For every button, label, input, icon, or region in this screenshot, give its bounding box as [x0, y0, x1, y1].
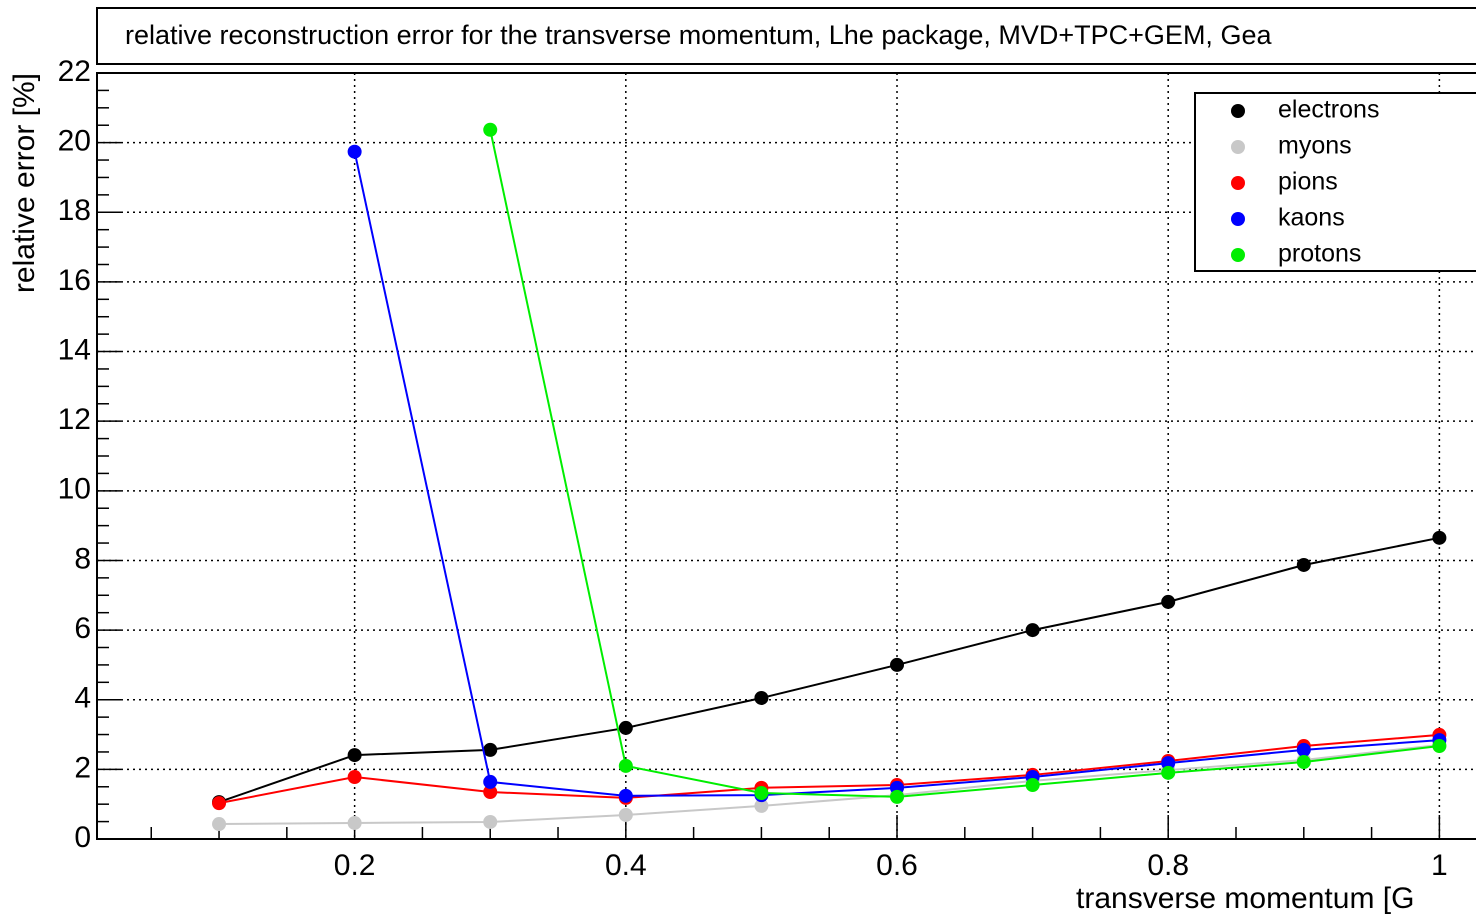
data-point: [618, 788, 633, 803]
x-tick-label: 0.4: [605, 849, 647, 882]
data-point: [890, 789, 905, 804]
y-tick-label: 2: [74, 751, 91, 784]
chart-title: relative reconstruction error for the tr…: [125, 20, 1272, 50]
data-point: [1161, 594, 1176, 609]
legend-marker: [1231, 140, 1245, 154]
y-tick-label: 10: [58, 473, 91, 506]
y-tick-label: 14: [58, 333, 91, 366]
y-tick-label: 18: [58, 194, 91, 227]
data-point: [1296, 755, 1311, 770]
y-tick-label: 22: [58, 55, 91, 88]
data-point: [483, 774, 498, 789]
legend-marker: [1231, 248, 1245, 262]
x-tick-label: 0.6: [876, 849, 918, 882]
x-tick-label: 1: [1431, 849, 1448, 882]
legend-label: protons: [1278, 240, 1361, 268]
data-point: [483, 814, 498, 829]
data-point: [347, 144, 362, 159]
y-tick-label: 0: [74, 821, 91, 854]
y-tick-label: 4: [74, 682, 91, 715]
legend-label: electrons: [1278, 96, 1379, 124]
legend-marker: [1231, 212, 1245, 226]
data-point: [618, 720, 633, 735]
y-tick-label: 16: [58, 264, 91, 297]
title-box: [96, 7, 1476, 65]
x-tick-label: 0.2: [334, 849, 376, 882]
data-point: [754, 798, 769, 813]
x-tick-label: 0.8: [1147, 849, 1189, 882]
series-line: [218, 733, 1440, 805]
data-point: [890, 657, 905, 672]
legend-marker: [1231, 104, 1245, 118]
data-point: [618, 807, 633, 822]
legend-label: myons: [1278, 132, 1352, 160]
data-point: [483, 784, 498, 799]
y-tick-label: 6: [74, 612, 91, 645]
data-point: [347, 770, 362, 785]
data-point: [347, 815, 362, 830]
data-point: [1296, 742, 1311, 757]
data-point: [1296, 557, 1311, 572]
data-point: [1432, 530, 1447, 545]
data-point: [618, 758, 633, 773]
data-point: [483, 122, 498, 137]
data-point: [1025, 778, 1040, 793]
data-point: [1161, 765, 1176, 780]
data-point: [347, 748, 362, 763]
data-point: [1025, 623, 1040, 638]
series-line: [219, 743, 1440, 826]
y-tick-label: 20: [58, 125, 91, 158]
data-point: [754, 786, 769, 801]
data-point: [483, 742, 498, 757]
x-axis-label: transverse momentum [G: [1076, 882, 1414, 915]
legend-marker: [1231, 176, 1245, 190]
series-line: [218, 536, 1440, 804]
data-point: [754, 690, 769, 705]
legend-label: kaons: [1278, 204, 1345, 232]
legend-label: pions: [1278, 168, 1338, 196]
y-axis-label: relative error [%]: [8, 73, 41, 293]
series-line: [489, 129, 1440, 798]
data-point: [1432, 739, 1447, 754]
y-tick-label: 8: [74, 542, 91, 575]
data-point: [1161, 756, 1176, 771]
y-tick-label: 12: [58, 403, 91, 436]
data-point: [212, 817, 227, 832]
data-point: [212, 796, 227, 811]
